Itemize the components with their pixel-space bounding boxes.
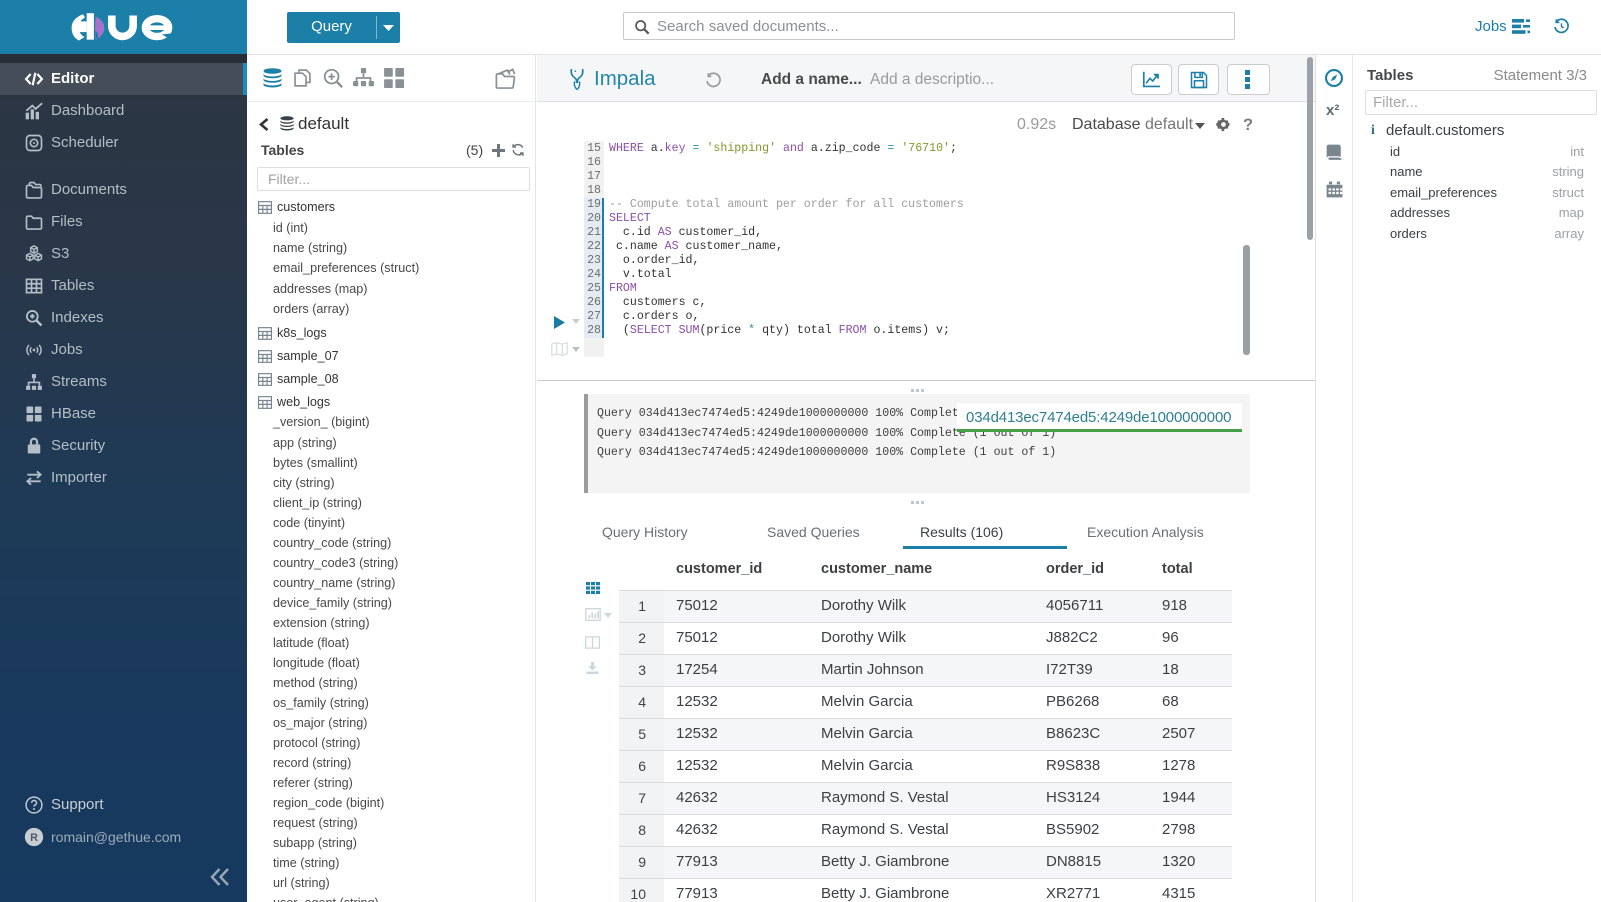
svg-text:R: R: [30, 832, 38, 844]
